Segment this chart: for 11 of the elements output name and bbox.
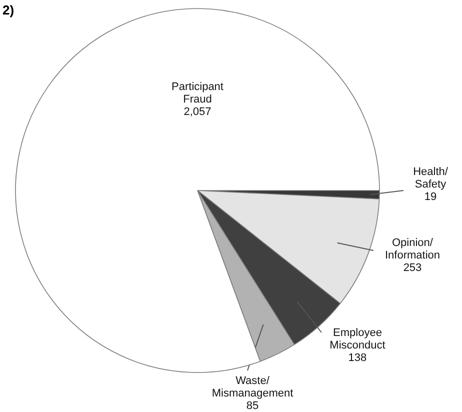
data-label: 2,057	[184, 106, 212, 118]
data-label: 19	[424, 191, 437, 204]
data-label: 253	[403, 262, 422, 274]
data-label: 85	[246, 400, 259, 412]
slice-label: Employee Misconduct	[330, 326, 386, 352]
slice-label: Health/Safety	[413, 166, 449, 190]
chart-title: 2)	[2, 2, 14, 18]
slice-label: Participant Fraud	[172, 80, 224, 106]
data-label: 138	[348, 352, 367, 364]
slice-label: Opinion/Information	[384, 236, 440, 262]
slice-label: Waste/Mismanagement	[212, 374, 294, 400]
